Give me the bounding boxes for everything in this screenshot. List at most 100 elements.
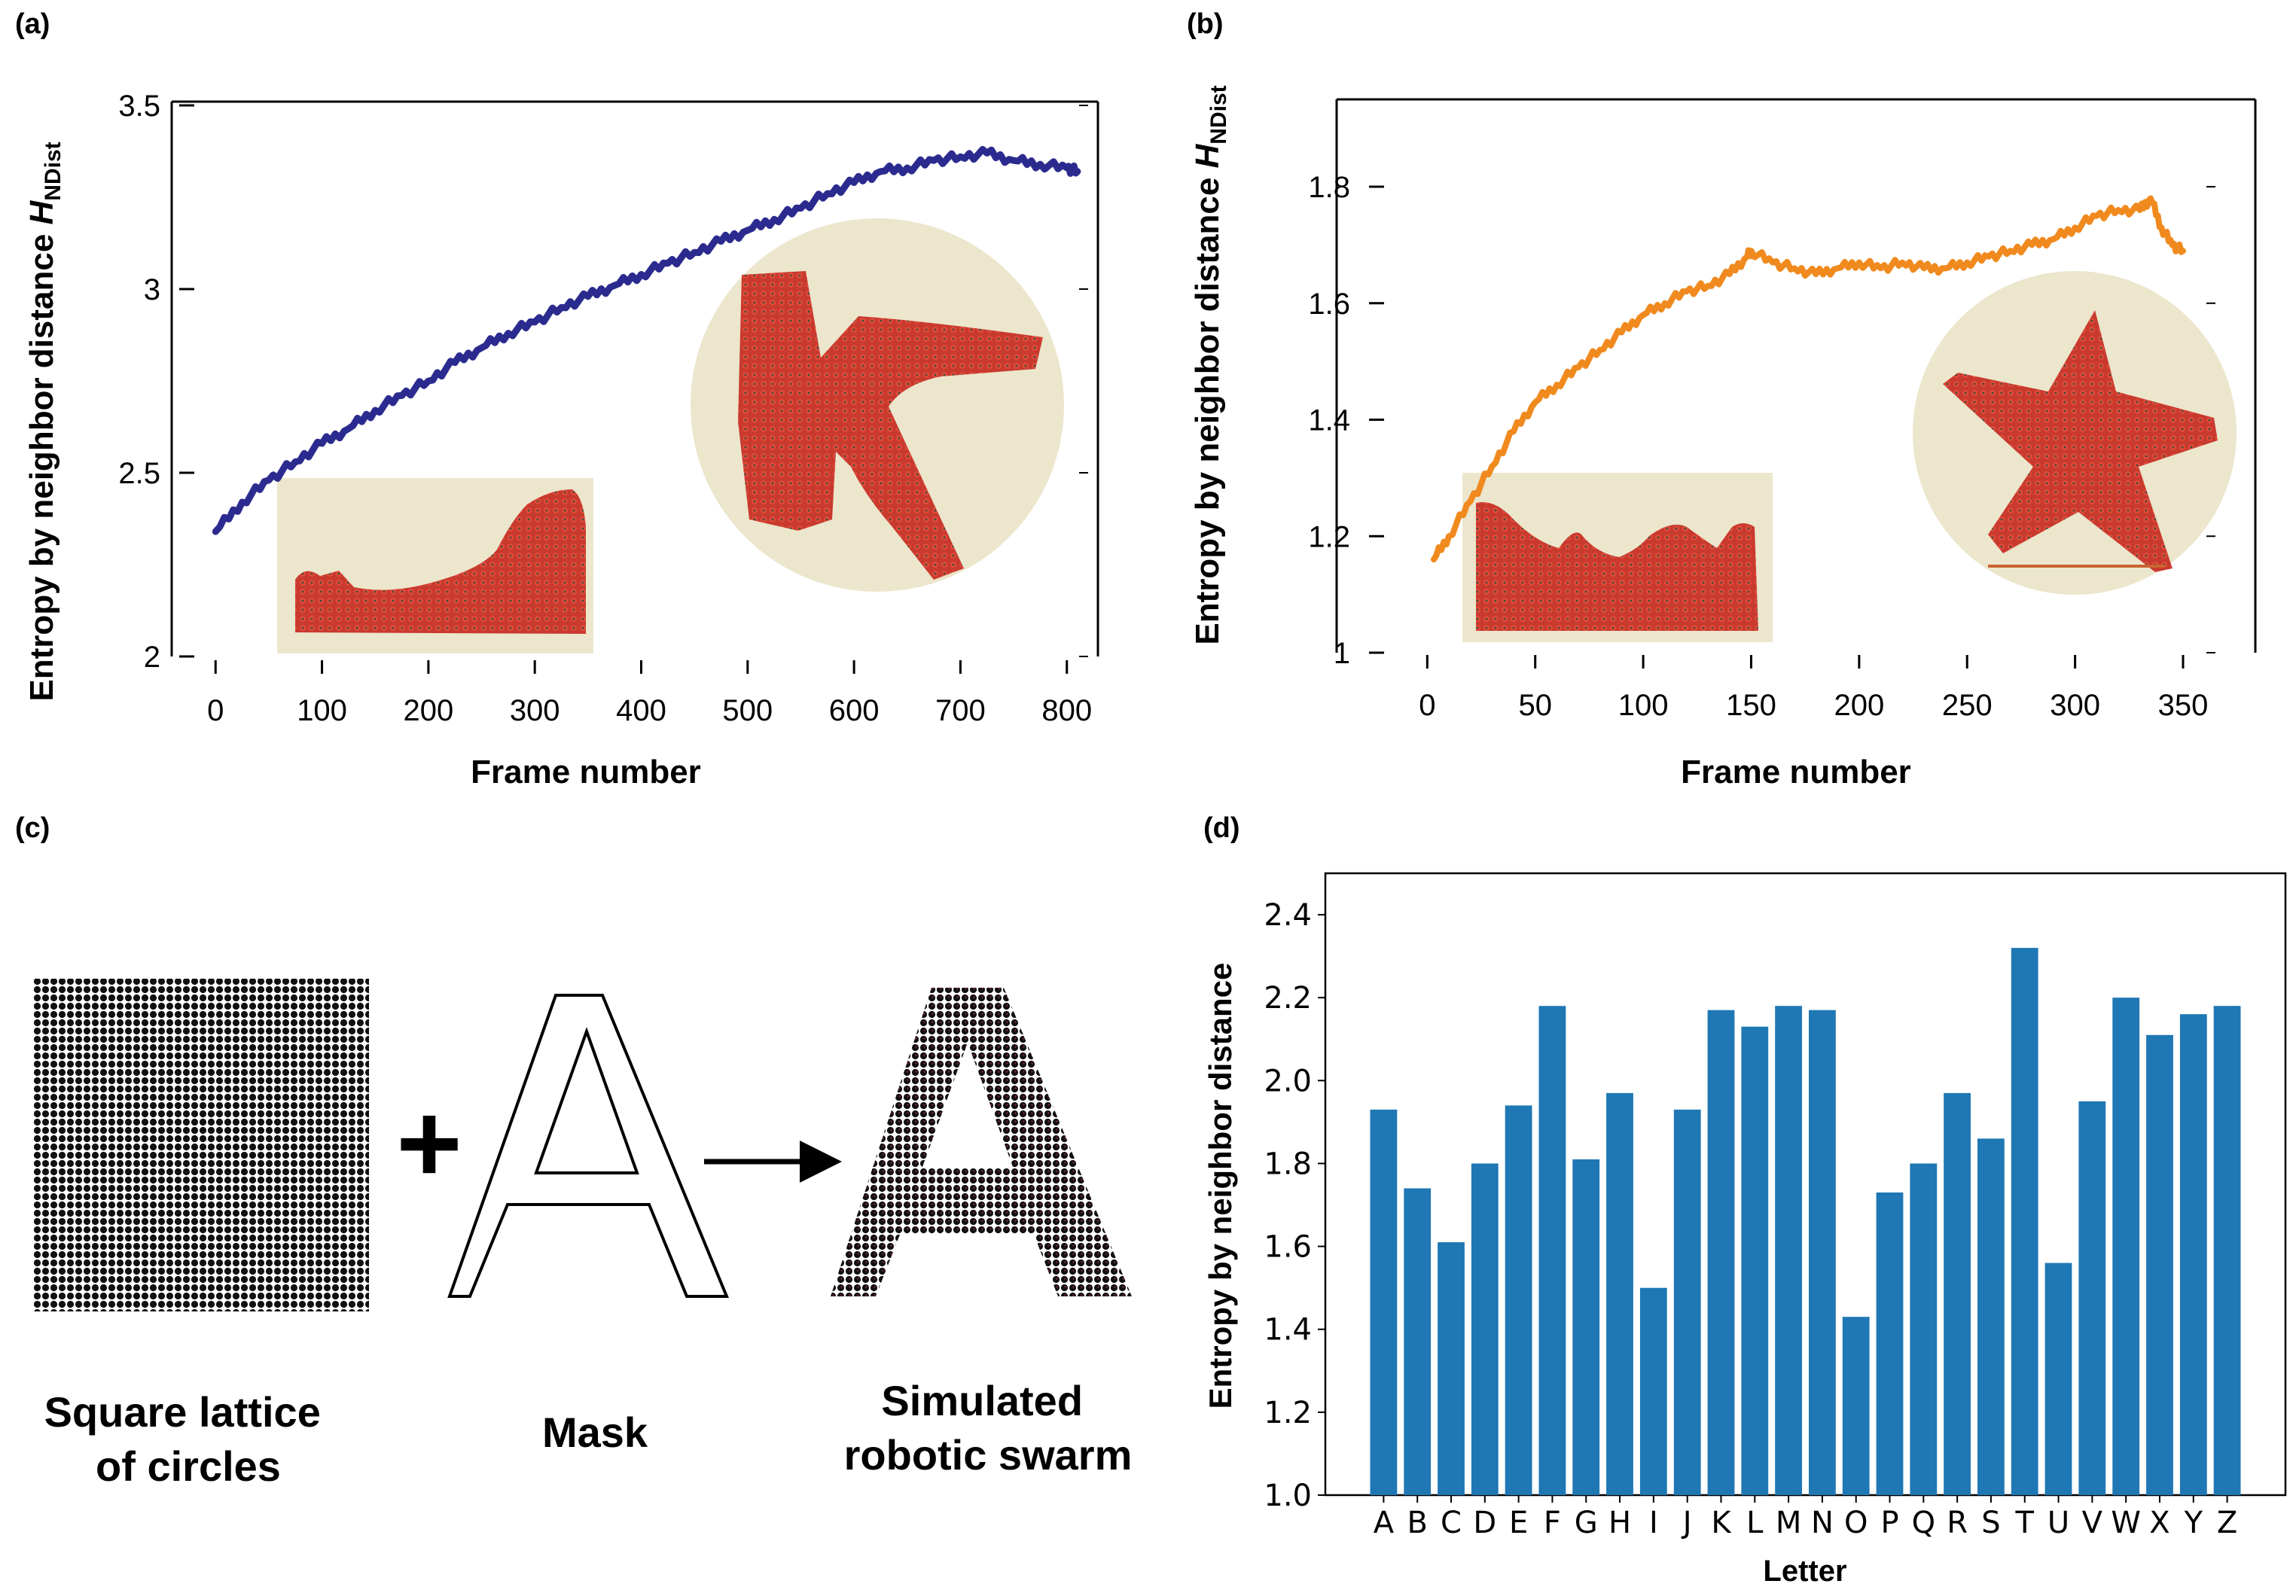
y-axis-label: Entropy by neighbor distance HNDist xyxy=(1189,85,1231,644)
y-tick-label: 3 xyxy=(144,273,160,306)
bar-g xyxy=(1572,1159,1600,1495)
x-tick-label: Y xyxy=(2184,1506,2203,1540)
x-tick-label: 100 xyxy=(1618,689,1669,722)
bar-j xyxy=(1673,1109,1701,1495)
x-axis-label: Frame number xyxy=(471,754,701,790)
bars xyxy=(1370,948,2241,1495)
y-tick-label: 1 xyxy=(1334,637,1350,670)
panel-c-diagram: + Square lattice of circles Mask Simulat… xyxy=(34,979,1132,1490)
x-tick-label: W xyxy=(2111,1506,2141,1540)
plot-frame xyxy=(1324,872,2287,1497)
x-tick-label: 600 xyxy=(829,694,880,727)
bar-t xyxy=(2011,948,2038,1495)
bar-l xyxy=(1741,1026,1769,1495)
inset-swarm-star xyxy=(1943,310,2218,572)
caption-line: Square lattice xyxy=(44,1388,321,1436)
inset-photo-skyline-shape xyxy=(1462,473,1773,642)
x-tick-label: P xyxy=(1880,1506,1898,1540)
bar-c xyxy=(1438,1242,1465,1495)
y-tick-label: 1.6 xyxy=(1308,288,1350,321)
x-tick-label: S xyxy=(1981,1506,2000,1540)
bar-n xyxy=(1809,1010,1836,1495)
x-tick-label: 50 xyxy=(1518,689,1552,722)
bar-m xyxy=(1775,1006,1802,1495)
x-tick-label: 800 xyxy=(1041,694,1092,727)
x-tick-label: G xyxy=(1575,1506,1598,1540)
caption-line: Simulated xyxy=(881,1377,1083,1424)
panel-label-d: (d) xyxy=(1203,812,1240,844)
x-tick-label: F xyxy=(1544,1506,1561,1540)
inset-photo-star-shape xyxy=(1913,271,2237,595)
x-tick-label: 0 xyxy=(207,694,224,727)
x-tick-label: E xyxy=(1509,1506,1528,1540)
y-axis-label: Entropy by neighbor distance xyxy=(1203,963,1238,1409)
y-axis-label-sub: NDist xyxy=(1206,85,1231,144)
bar-s xyxy=(1977,1138,2005,1495)
x-tick-label: 300 xyxy=(510,694,560,727)
bar-y xyxy=(2179,1014,2207,1495)
panel-a-line-chart: 0 100 200 300 400 500 600 700 800 2 2.5 3 3.5 Frame… xyxy=(23,90,1099,790)
caption-line: robotic swarm xyxy=(844,1431,1133,1479)
plus-sign: + xyxy=(396,1080,462,1206)
square-lattice-of-circles xyxy=(34,979,369,1311)
caption-mask: Mask xyxy=(542,1409,648,1456)
x-tick-label: X xyxy=(2149,1506,2169,1540)
y-axis-label-var: H xyxy=(1189,143,1226,168)
panel-b-line-chart: 0 50 100 150 200 250 300 350 1 1.2 1.4 1.6 1.8 Fram… xyxy=(1189,85,2257,790)
inset-photo-wave-shape xyxy=(277,478,593,653)
x-axis-label: Letter xyxy=(1763,1555,1846,1588)
caption-simulated-swarm: Simulated robotic swarm xyxy=(844,1377,1133,1479)
y-tick-label: 2 xyxy=(144,641,160,674)
x-tick-label: T xyxy=(2015,1506,2035,1540)
x-axis-label: Frame number xyxy=(1681,754,1911,790)
x-tick-label: K xyxy=(1711,1506,1732,1540)
y-ticks: 2 2.5 3 3.5 xyxy=(118,90,1088,674)
x-tick-label: H xyxy=(1608,1506,1631,1540)
x-tick-label: 0 xyxy=(1419,689,1435,722)
bar-r xyxy=(1944,1092,1971,1495)
y-tick-label: 1.6 xyxy=(1264,1230,1312,1265)
arrow-right-icon xyxy=(800,1141,842,1183)
panel-label-a: (a) xyxy=(15,8,50,40)
x-tick-label: J xyxy=(1681,1506,1692,1540)
mask-letter-a-outline xyxy=(447,994,729,1298)
bar-x xyxy=(2146,1034,2173,1495)
y-tick-label: 1.2 xyxy=(1308,520,1350,553)
y-axis-label: Entropy by neighbor distance HNDist xyxy=(23,142,66,701)
bar-w xyxy=(2112,998,2140,1495)
panel-label-c: (c) xyxy=(15,812,50,844)
caption-line: of circles xyxy=(96,1442,281,1490)
y-ticks: 1.0 1.2 1.4 1.6 1.8 2.0 2.2 2.4 xyxy=(1264,898,1325,1513)
series-line-entropy xyxy=(1431,195,2186,563)
x-tick-label: B xyxy=(1407,1506,1427,1540)
simulated-robotic-swarm-letter-a xyxy=(831,988,1132,1296)
x-ticks: 0 100 200 300 400 500 600 700 800 xyxy=(207,660,1092,727)
x-tick-label: N xyxy=(1811,1506,1834,1540)
bar-h xyxy=(1606,1092,1633,1495)
y-tick-label: 2.4 xyxy=(1264,898,1312,933)
x-tick-label: 500 xyxy=(722,694,773,727)
bar-v xyxy=(2078,1101,2106,1495)
x-tick-label: U xyxy=(2047,1506,2069,1540)
bar-k xyxy=(1707,1010,1735,1495)
inset-swarm-shape xyxy=(295,489,586,634)
series-line-entropy xyxy=(212,145,1081,535)
bar-u xyxy=(2044,1262,2072,1495)
x-tick-label: 100 xyxy=(297,694,347,727)
bar-q xyxy=(1910,1163,1938,1495)
bar-p xyxy=(1876,1192,1904,1495)
bar-d xyxy=(1471,1163,1499,1495)
bar-e xyxy=(1505,1105,1532,1495)
y-axis-label-sub: NDist xyxy=(41,142,66,200)
y-tick-label: 2.0 xyxy=(1264,1064,1312,1098)
y-tick-label: 3.5 xyxy=(118,90,160,123)
inset-photo-letter-k xyxy=(691,218,1064,592)
x-tick-label: D xyxy=(1473,1506,1496,1540)
bar-o xyxy=(1842,1317,1870,1495)
x-tick-label: 350 xyxy=(2158,689,2209,722)
y-ticks: 1 1.2 1.4 1.6 1.8 xyxy=(1308,171,2215,670)
y-axis-label-var: H xyxy=(23,200,60,224)
x-tick-label: L xyxy=(1746,1506,1764,1540)
